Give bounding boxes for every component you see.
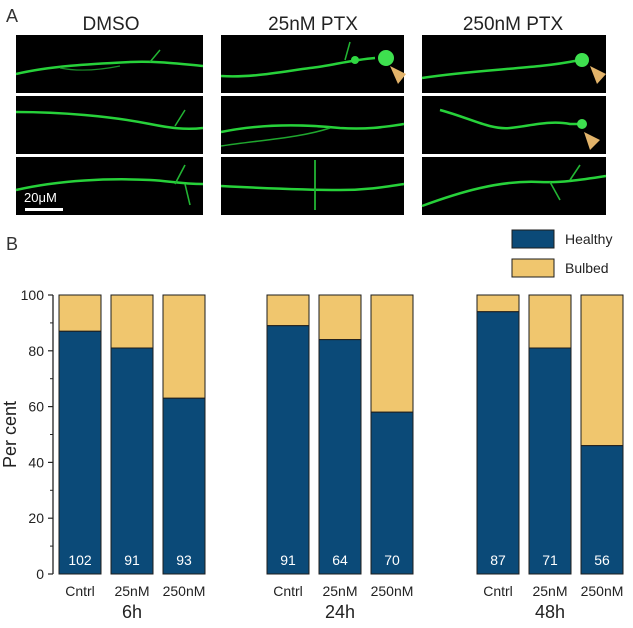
y-tick-label: 100 [21, 287, 45, 303]
bar-healthy [476, 311, 520, 575]
group-label: 48h [535, 602, 565, 622]
bar-bulbed [528, 294, 572, 349]
y-tick-label: 40 [28, 454, 44, 470]
micrograph-25nm-3 [220, 157, 405, 215]
x-tick-label: 250nM [371, 583, 414, 599]
x-tick-label: Cntrl [273, 583, 303, 599]
legend-swatch-healthy [511, 229, 555, 249]
bar-count-label: 102 [68, 552, 92, 568]
micrograph-250nm-2 [422, 96, 606, 154]
micrograph-250nm-1 [421, 35, 606, 93]
micrograph-25nm-2 [220, 96, 405, 154]
micrograph-dmso-2 [15, 96, 204, 154]
x-tick-label: 25nM [114, 583, 149, 599]
bar-bulbed [370, 294, 414, 413]
column-title-250nm-ptx: 250nM PTX [463, 14, 564, 35]
x-tick-label: 25nM [532, 583, 567, 599]
column-title-dmso: DMSO [83, 14, 140, 35]
group-label: 6h [122, 602, 142, 622]
scale-bar-label: 20μM [24, 190, 57, 205]
micrograph-dmso-1 [15, 35, 204, 93]
micrograph-25nm-1 [220, 35, 406, 93]
y-tick-label: 60 [28, 399, 44, 415]
bar-healthy [580, 445, 624, 575]
legend-swatch-bulbed [511, 258, 555, 278]
bar-healthy [58, 330, 102, 575]
bar-count-label: 70 [384, 552, 400, 568]
micrograph-grid: 20μM [15, 35, 607, 215]
bar-count-label: 91 [280, 552, 296, 568]
x-tick-label: 250nM [581, 583, 624, 599]
bar-count-label: 93 [176, 552, 192, 568]
micrograph-250nm-3 [421, 157, 607, 215]
bar-count-label: 56 [594, 552, 610, 568]
x-tick-label: Cntrl [65, 583, 95, 599]
y-tick-label: 20 [28, 510, 44, 526]
bar-bulbed [580, 294, 624, 447]
bar-bulbed [266, 294, 310, 327]
x-tick-label: 25nM [322, 583, 357, 599]
bar-healthy [370, 411, 414, 575]
bar-count-label: 91 [124, 552, 140, 568]
bar-count-label: 64 [332, 552, 348, 568]
x-tick-label: Cntrl [483, 583, 513, 599]
bar-bulbed [476, 294, 520, 313]
bar-healthy [110, 347, 154, 575]
stacked-bar-chart: 0 20 40 60 80 100 Per cent 102 Cntrl 91 25nM 93 250n… [0, 229, 624, 622]
legend-label-healthy: Healthy [565, 231, 612, 247]
bar-healthy [266, 325, 310, 575]
panel-b-label: B [6, 234, 18, 254]
bar-count-label: 71 [542, 552, 558, 568]
bar-bulbed [162, 294, 206, 399]
bar-bulbed [318, 294, 362, 341]
scale-bar [25, 208, 63, 211]
y-axis-label: Per cent [0, 401, 20, 468]
bar-healthy [318, 339, 362, 575]
column-title-25nm-ptx: 25nM PTX [268, 14, 358, 35]
legend-label-bulbed: Bulbed [565, 260, 609, 276]
y-tick-label: 0 [36, 566, 44, 582]
panel-a-label: A [6, 6, 18, 26]
bar-count-label: 87 [490, 552, 506, 568]
bar-healthy [162, 397, 206, 575]
micrograph-dmso-3 [15, 157, 204, 215]
bar-bulbed [110, 294, 154, 349]
y-tick-label: 80 [28, 343, 44, 359]
bar-healthy [528, 347, 572, 575]
x-tick-label: 250nM [163, 583, 206, 599]
bar-bulbed [58, 294, 102, 332]
group-label: 24h [325, 602, 355, 622]
